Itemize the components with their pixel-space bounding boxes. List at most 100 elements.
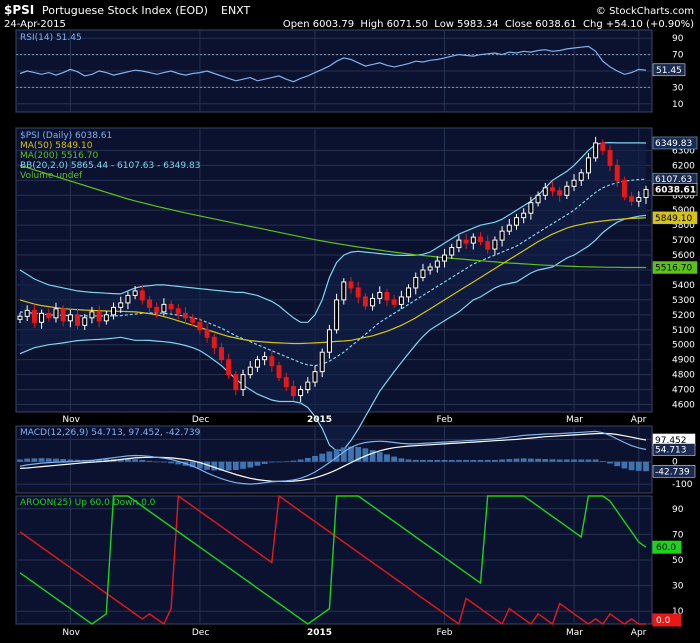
price-value-label-bb_upper: 6349.83 xyxy=(655,139,692,149)
candle-body xyxy=(629,196,635,202)
rsi-value-box xyxy=(652,63,686,77)
macd-histogram-bar xyxy=(340,447,347,462)
candle-body xyxy=(492,239,498,250)
macd-line xyxy=(19,430,647,485)
candle-body xyxy=(96,311,102,322)
macd-histogram-bar xyxy=(247,461,254,468)
candle-body xyxy=(528,202,534,214)
macd-histogram-bar xyxy=(520,458,527,462)
macd-legend: MACD(12,26,9) 54.713, 97.452, -42.739 xyxy=(20,428,201,438)
candle-body xyxy=(449,247,455,256)
quote-summary: Open 6003.79 High 6071.50 Low 5983.34 Cl… xyxy=(283,19,694,30)
macd-histogram-bar xyxy=(146,460,153,462)
candle-body xyxy=(290,386,296,397)
macd-histogram-bar xyxy=(535,458,541,462)
macd-value-label-macd: 54.713 xyxy=(655,446,687,456)
candle-body xyxy=(118,302,124,308)
candle-body xyxy=(341,281,347,301)
price-value-label-ma200: 5516.70 xyxy=(655,264,692,274)
macd-histogram-bar xyxy=(420,459,426,462)
rsi-line xyxy=(19,45,647,83)
macd-histogram-bar xyxy=(168,461,174,464)
candle-body xyxy=(643,188,649,199)
macd-histogram-bar xyxy=(369,450,376,462)
macd-histogram-bar xyxy=(513,458,520,462)
y-tick-price: 5700 xyxy=(672,236,695,246)
macd-histogram-bar xyxy=(60,459,67,462)
x-label-bottom: Mar xyxy=(566,628,583,638)
y-tick-price: 4900 xyxy=(672,356,695,366)
candle-body xyxy=(370,297,376,307)
candle-body xyxy=(211,336,217,349)
ma200-line xyxy=(19,164,646,269)
macd-histogram-bar xyxy=(45,458,52,462)
macd-histogram-bar xyxy=(117,459,124,462)
macd-histogram-bar xyxy=(635,461,642,471)
candle-body xyxy=(506,224,512,232)
y-tick-price: 6300 xyxy=(672,146,695,156)
candle-body xyxy=(334,299,340,331)
macd-histogram-bar xyxy=(132,459,139,462)
price-value-label-close: 6038.61 xyxy=(655,185,696,195)
y-tick-price: 4700 xyxy=(672,386,695,396)
candle-body xyxy=(585,157,591,174)
rsi-legend: RSI(14) 51.45 xyxy=(20,33,82,43)
macd-histogram-bar xyxy=(17,459,23,462)
macd-histogram-bar xyxy=(312,455,318,462)
price-value-label-bb_mid: 6107.63 xyxy=(655,175,692,185)
candle-body xyxy=(485,241,491,250)
price-legend-item: MA(200) 5516.70 xyxy=(20,151,98,161)
ma50-line xyxy=(19,217,647,345)
candle-body xyxy=(125,294,131,304)
macd-histogram-bar xyxy=(506,459,513,462)
macd-value-label-histogram: -42.739 xyxy=(655,467,690,477)
macd-histogram-bar xyxy=(254,461,261,466)
candle-body xyxy=(521,212,527,219)
macd-histogram-bar xyxy=(189,461,196,468)
candle-body xyxy=(478,236,483,243)
macd-histogram-bar xyxy=(585,459,592,462)
candle-body xyxy=(406,287,412,298)
macd-histogram-bar xyxy=(542,459,549,462)
y-tick-aroon: 70 xyxy=(672,530,684,540)
candle-body xyxy=(326,329,332,353)
y-tick-price: 5400 xyxy=(672,281,695,291)
candle-body xyxy=(621,179,627,198)
macd-histogram-bar xyxy=(614,461,621,467)
x-label-bottom: Dec xyxy=(192,628,209,638)
candle-body xyxy=(571,179,577,187)
y-tick-rsi: 30 xyxy=(672,83,684,93)
macd-histogram-bar xyxy=(470,459,477,462)
macd-histogram-bar xyxy=(599,461,606,462)
candle-body xyxy=(111,306,117,316)
candle-body xyxy=(549,187,555,192)
bollinger-lower-line xyxy=(19,214,647,452)
macd-histogram-bar xyxy=(53,458,59,462)
macd-histogram-bar xyxy=(384,454,390,462)
candle-body xyxy=(427,266,433,271)
y-tick-macd: -100 xyxy=(672,480,693,490)
candle-body xyxy=(470,236,476,244)
macd-histogram-bar xyxy=(607,461,613,464)
macd-histogram-bar xyxy=(434,459,441,462)
candle-body xyxy=(636,197,642,202)
candle-body xyxy=(348,281,354,289)
y-tick-price: 5200 xyxy=(672,311,695,321)
y-tick-rsi: 70 xyxy=(672,51,684,61)
candle-body xyxy=(283,377,289,388)
candle-body xyxy=(442,254,448,262)
candle-body xyxy=(24,309,30,317)
macd-histogram-bar xyxy=(398,458,405,462)
macd-histogram-bar xyxy=(204,461,210,470)
candle-body xyxy=(204,329,210,338)
candle-body xyxy=(161,303,167,313)
candle-body xyxy=(413,276,419,289)
bollinger-upper-line xyxy=(19,141,647,323)
candle-body xyxy=(46,312,52,319)
macd-histogram-bar xyxy=(492,459,498,462)
aroon-up-value-box xyxy=(652,540,682,554)
candle-body xyxy=(542,187,548,196)
macd-histogram-bar xyxy=(441,459,448,462)
price-value-label-ma50: 5849.10 xyxy=(655,214,692,224)
macd-histogram-bar xyxy=(153,461,160,463)
